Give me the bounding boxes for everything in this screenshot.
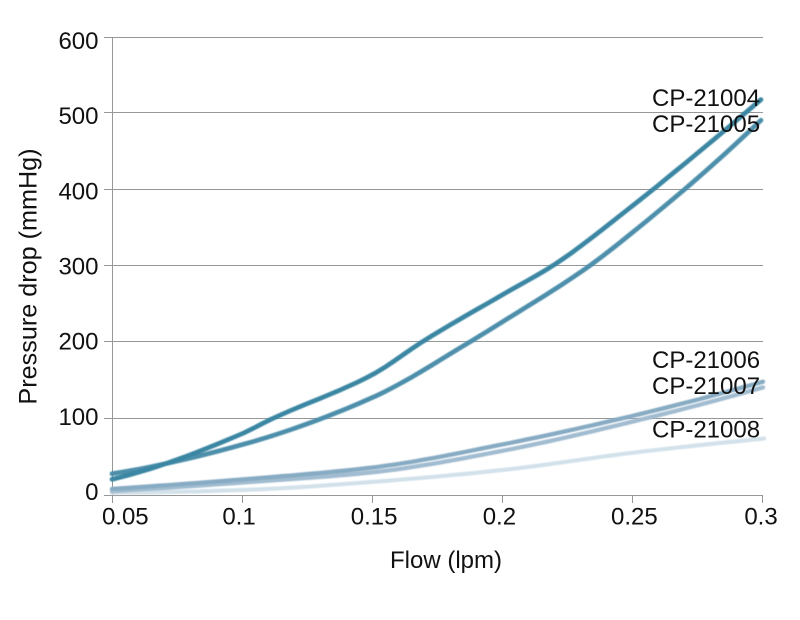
svg-text:Pressure drop (mmHg): Pressure drop (mmHg) <box>15 148 43 404</box>
svg-text:CP-21007: CP-21007 <box>652 373 760 400</box>
svg-text:0.05: 0.05 <box>102 503 149 530</box>
svg-text:600: 600 <box>58 28 98 55</box>
svg-text:CP-21008: CP-21008 <box>652 417 760 444</box>
svg-text:500: 500 <box>58 103 98 130</box>
svg-text:0.15: 0.15 <box>351 503 398 530</box>
svg-text:0.25: 0.25 <box>611 503 658 530</box>
svg-text:400: 400 <box>58 178 98 205</box>
svg-text:CP-21004: CP-21004 <box>652 85 760 112</box>
svg-text:0.2: 0.2 <box>483 503 516 530</box>
svg-text:300: 300 <box>58 254 98 281</box>
svg-text:Flow (lpm): Flow (lpm) <box>390 547 502 574</box>
svg-text:0.3: 0.3 <box>744 503 777 530</box>
svg-text:CP-21006: CP-21006 <box>652 347 760 374</box>
svg-text:0.1: 0.1 <box>222 503 255 530</box>
svg-text:200: 200 <box>58 329 98 356</box>
svg-text:0: 0 <box>85 479 98 506</box>
svg-text:100: 100 <box>58 404 98 431</box>
svg-text:CP-21005: CP-21005 <box>652 111 760 138</box>
